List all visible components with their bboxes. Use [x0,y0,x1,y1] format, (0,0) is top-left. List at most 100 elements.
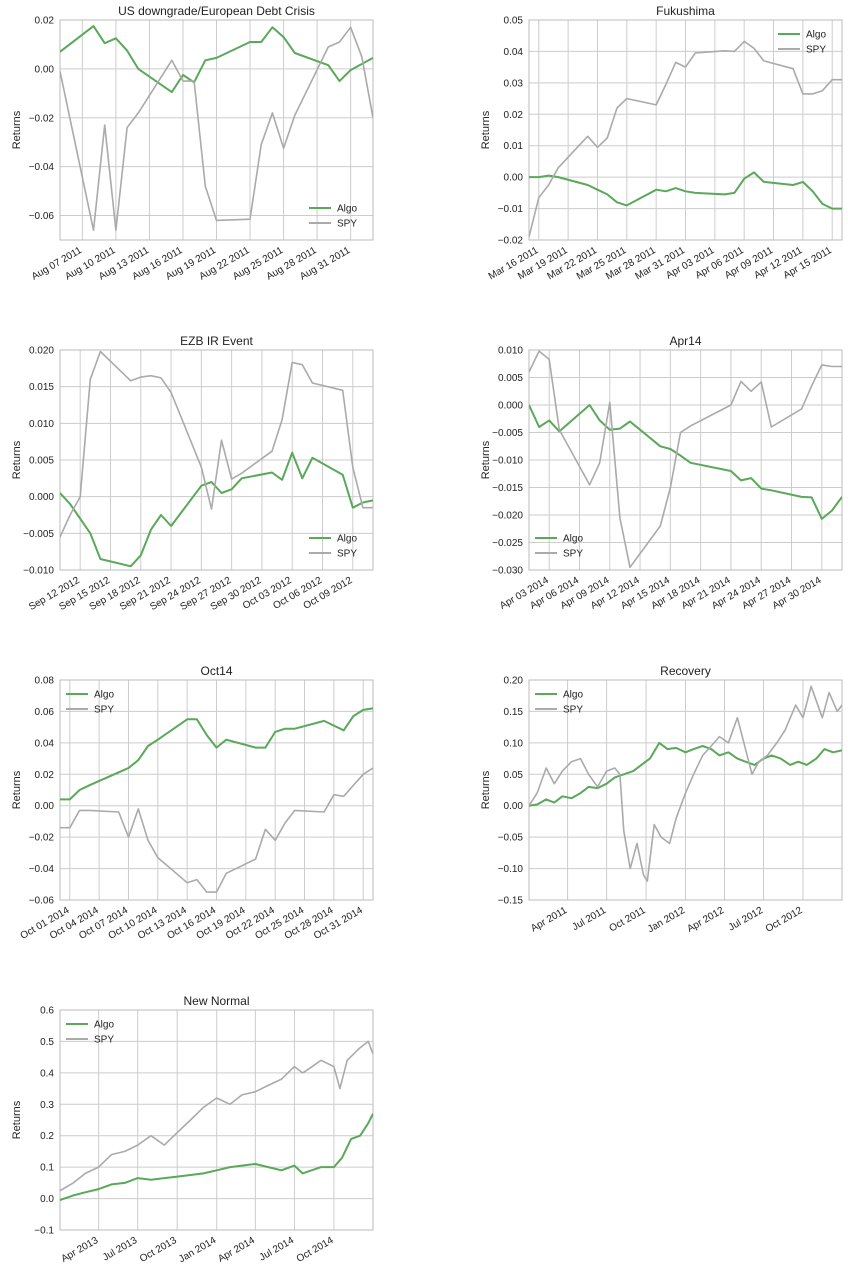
y-tick-label: 0.06 [35,707,55,718]
series-line-algo [529,741,842,807]
x-tick-label: Jan 2012 [646,905,688,935]
y-tick-label: −0.02 [498,236,524,247]
y-tick-label: 0.6 [40,1006,54,1017]
series-line-spy [529,685,842,882]
y-tick-label: 0.00 [35,64,55,75]
series-line-spy [60,26,373,231]
chart-title: Oct14 [200,664,232,678]
series-line-spy [60,1040,373,1192]
legend-label-algo: Algo [94,690,114,701]
series-line-algo [60,1113,373,1202]
y-tick-label: 0.005 [29,456,54,467]
y-tick-label: 0.04 [504,47,524,58]
y-axis-label: Returns [11,440,23,479]
chart-panel-3: 0.0200.0150.0100.0050.000−0.005−0.010Sep… [11,334,374,613]
y-tick-label: −0.10 [498,864,524,875]
legend-label-algo: Algo [337,534,357,545]
chart-title: New Normal [183,994,249,1008]
y-tick-label: −0.04 [29,864,55,875]
y-tick-label: 0.000 [498,401,523,412]
plot-frame [528,349,843,571]
y-tick-label: −0.01 [498,204,524,215]
legend-label-algo: Algo [337,204,357,215]
legend-label-spy: SPY [337,219,357,230]
y-tick-label: 0.2 [40,1131,54,1142]
y-tick-label: 0.20 [504,676,524,687]
y-tick-label: −0.010 [492,456,523,467]
y-tick-label: 0.4 [40,1068,54,1079]
x-tick-label: Jul 2012 [727,905,766,934]
series-line-algo [60,707,373,801]
plot-frame [528,19,843,241]
y-tick-label: −0.04 [29,162,55,173]
y-tick-label: 0.08 [35,676,55,687]
plot-frame [59,1009,374,1231]
series-line-spy [529,40,842,238]
y-tick-label: −0.1 [34,1226,54,1237]
legend-label-spy: SPY [563,549,583,560]
y-tick-label: −0.015 [492,483,523,494]
legend-label-algo: Algo [563,534,583,545]
y-tick-label: 0.3 [40,1100,54,1111]
legend: Algo SPY [309,534,357,560]
y-tick-label: 0.10 [504,738,524,749]
x-tick-label: Oct 2012 [764,905,805,935]
y-tick-label: 0.03 [504,78,524,89]
legend: Algo SPY [66,690,114,716]
chart-title: Fukushima [656,4,715,18]
y-tick-label: −0.030 [492,566,523,577]
y-tick-label: −0.025 [492,538,523,549]
plot-frame [59,679,374,901]
y-tick-label: −0.020 [492,511,523,522]
chart-title: EZB IR Event [180,334,253,348]
series-line-algo [529,404,842,520]
chart-title: Apr14 [669,334,701,348]
y-tick-label: −0.005 [492,428,523,439]
series-line-algo [529,171,842,210]
series-line-algo [60,451,373,568]
y-axis-label: Returns [480,440,492,479]
series-line-algo [60,25,373,94]
legend-label-spy: SPY [563,705,583,716]
y-tick-label: 0.00 [504,173,524,184]
y-tick-label: 0.02 [35,770,55,781]
y-tick-label: −0.05 [498,833,524,844]
x-tick-label: Oct 2013 [138,1235,179,1265]
y-tick-label: 0.010 [498,346,523,357]
legend: Algo SPY [778,30,826,56]
legend-label-spy: SPY [94,1035,114,1046]
y-tick-label: 0.015 [29,382,54,393]
y-axis-label: Returns [480,770,492,809]
legend-label-algo: Algo [806,30,826,41]
y-tick-label: 0.05 [504,16,524,27]
y-tick-label: 0.04 [35,738,55,749]
y-tick-label: −0.02 [29,113,55,124]
chart-title: US downgrade/European Debt Crisis [118,4,315,18]
x-tick-label: Apr 2014 [216,1235,257,1265]
chart-title: Recovery [660,664,711,678]
y-tick-label: 0.01 [504,141,524,152]
y-tick-label: 0.15 [504,707,524,718]
y-axis-label: Returns [480,110,492,149]
legend-label-spy: SPY [94,705,114,716]
y-tick-label: 0.005 [498,373,523,384]
legend-label-spy: SPY [337,549,357,560]
x-tick-label: Jul 2013 [101,1235,140,1264]
x-tick-label: Jul 2011 [570,905,608,933]
legend-label-algo: Algo [563,690,583,701]
y-tick-label: −0.06 [29,211,55,222]
y-tick-label: 0.02 [35,16,55,27]
y-tick-label: −0.010 [23,566,54,577]
chart-panel-4: 0.010 0.005 0.000 −0.005 −0.010 −0.015 −0.020 −… [480,334,843,612]
x-tick-label: Apr 2012 [685,905,726,935]
x-tick-label: Jul 2014 [258,1235,297,1264]
x-tick-label: Apr 2011 [529,905,569,935]
legend-label-algo: Algo [94,1020,114,1031]
y-tick-label: 0.010 [29,419,54,430]
legend: Algo SPY [309,204,357,230]
